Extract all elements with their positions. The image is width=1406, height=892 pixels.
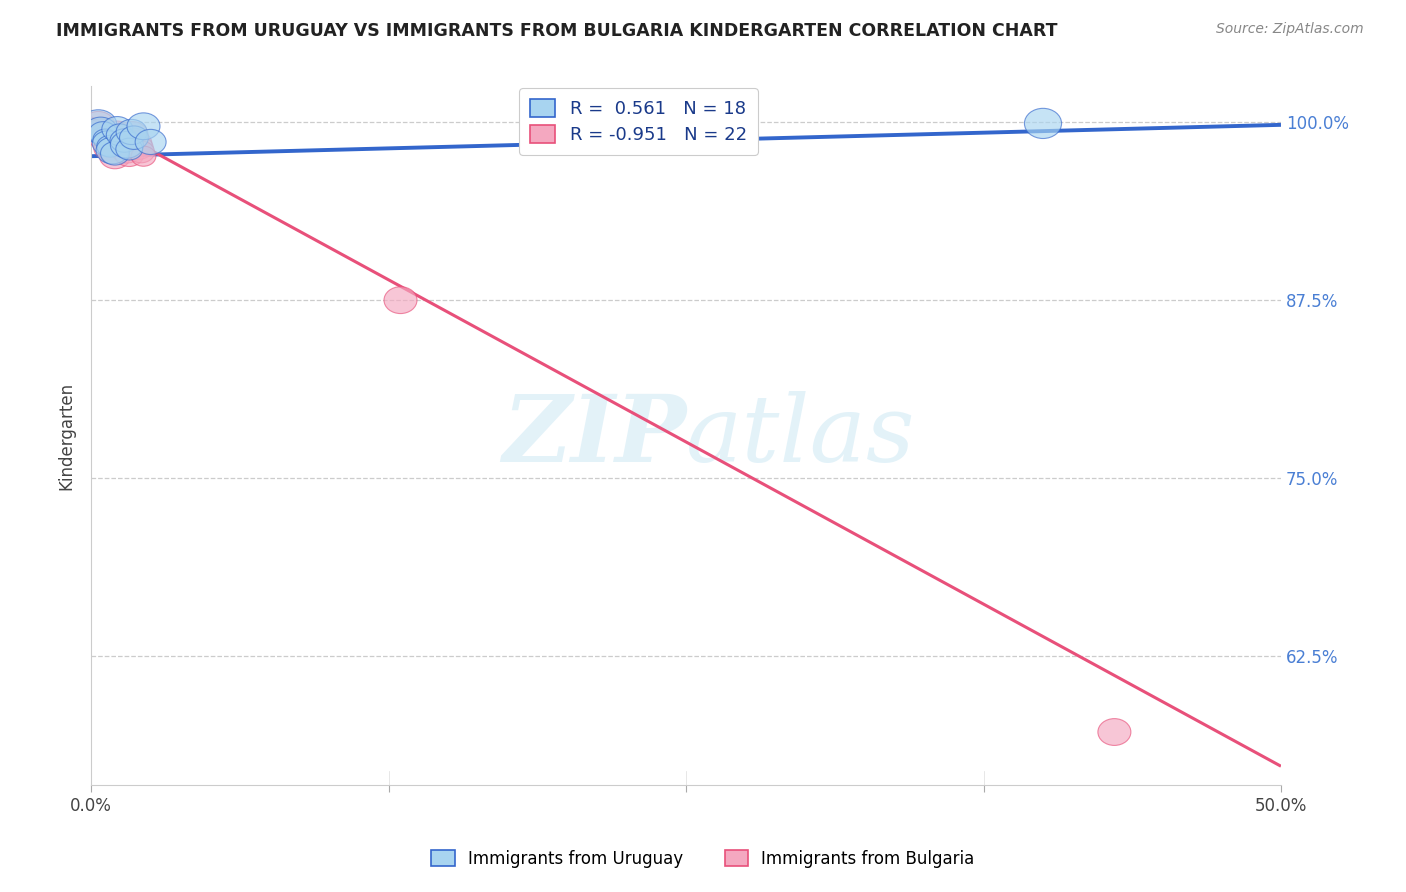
Ellipse shape bbox=[135, 129, 166, 154]
Legend: R =  0.561   N = 18, R = -0.951   N = 22: R = 0.561 N = 18, R = -0.951 N = 22 bbox=[519, 88, 758, 155]
Ellipse shape bbox=[127, 113, 160, 140]
Ellipse shape bbox=[86, 119, 115, 143]
Ellipse shape bbox=[84, 117, 117, 144]
Ellipse shape bbox=[1098, 719, 1130, 746]
Legend: Immigrants from Uruguay, Immigrants from Bulgaria: Immigrants from Uruguay, Immigrants from… bbox=[425, 844, 981, 875]
Y-axis label: Kindergarten: Kindergarten bbox=[58, 382, 75, 490]
Ellipse shape bbox=[97, 136, 124, 157]
Text: ZIP: ZIP bbox=[502, 391, 686, 481]
Ellipse shape bbox=[93, 131, 124, 156]
Text: Source: ZipAtlas.com: Source: ZipAtlas.com bbox=[1216, 22, 1364, 37]
Ellipse shape bbox=[131, 146, 156, 166]
Ellipse shape bbox=[1025, 108, 1062, 138]
Ellipse shape bbox=[115, 138, 142, 160]
Ellipse shape bbox=[104, 121, 131, 143]
Ellipse shape bbox=[94, 134, 127, 161]
Ellipse shape bbox=[89, 121, 118, 145]
Ellipse shape bbox=[93, 129, 118, 149]
Ellipse shape bbox=[117, 120, 148, 145]
Ellipse shape bbox=[121, 128, 148, 150]
Text: IMMIGRANTS FROM URUGUAY VS IMMIGRANTS FROM BULGARIA KINDERGARTEN CORRELATION CHA: IMMIGRANTS FROM URUGUAY VS IMMIGRANTS FR… bbox=[56, 22, 1057, 40]
Ellipse shape bbox=[115, 121, 148, 148]
Ellipse shape bbox=[82, 112, 115, 138]
Ellipse shape bbox=[98, 140, 127, 163]
Ellipse shape bbox=[121, 131, 152, 156]
Ellipse shape bbox=[384, 286, 418, 314]
Ellipse shape bbox=[128, 141, 155, 163]
Ellipse shape bbox=[111, 138, 142, 163]
Ellipse shape bbox=[90, 127, 121, 152]
Ellipse shape bbox=[100, 142, 129, 165]
Ellipse shape bbox=[90, 123, 115, 144]
Ellipse shape bbox=[100, 144, 131, 169]
Ellipse shape bbox=[111, 136, 138, 157]
Ellipse shape bbox=[107, 124, 134, 145]
Ellipse shape bbox=[94, 133, 121, 154]
Text: atlas: atlas bbox=[686, 391, 915, 481]
Ellipse shape bbox=[105, 126, 134, 149]
Ellipse shape bbox=[110, 128, 139, 153]
Ellipse shape bbox=[124, 136, 153, 160]
Ellipse shape bbox=[115, 143, 143, 167]
Ellipse shape bbox=[120, 126, 149, 149]
Ellipse shape bbox=[96, 137, 129, 164]
Ellipse shape bbox=[80, 110, 117, 140]
Ellipse shape bbox=[105, 128, 139, 155]
Ellipse shape bbox=[110, 131, 143, 158]
Ellipse shape bbox=[101, 117, 132, 142]
